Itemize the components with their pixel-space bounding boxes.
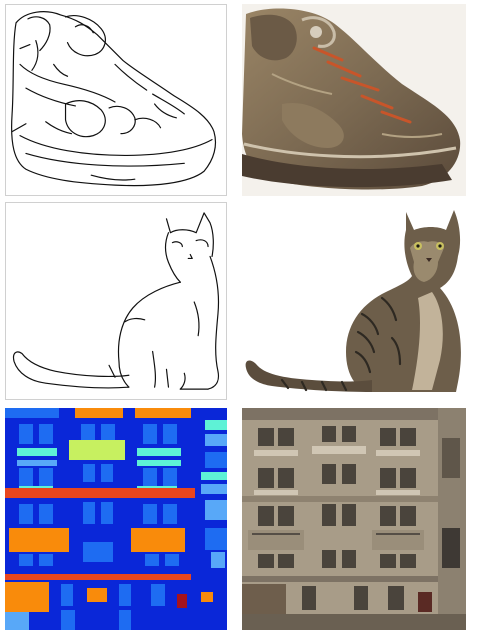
cat-sketch-tile <box>5 202 227 400</box>
cat-photo-image <box>242 202 466 400</box>
facade-photo-tile <box>242 408 466 630</box>
facade-label-map-tile <box>5 408 227 630</box>
cat-photo-tile <box>242 202 466 400</box>
shoe-photo-tile <box>242 4 466 196</box>
shoe-photo-image <box>242 4 466 196</box>
facade-photo-image <box>242 408 466 630</box>
facade-label-map-image <box>5 408 227 630</box>
shoe-sketch-tile <box>5 4 227 196</box>
shoe-sketch-image <box>6 5 226 195</box>
cat-sketch-image <box>6 203 226 399</box>
